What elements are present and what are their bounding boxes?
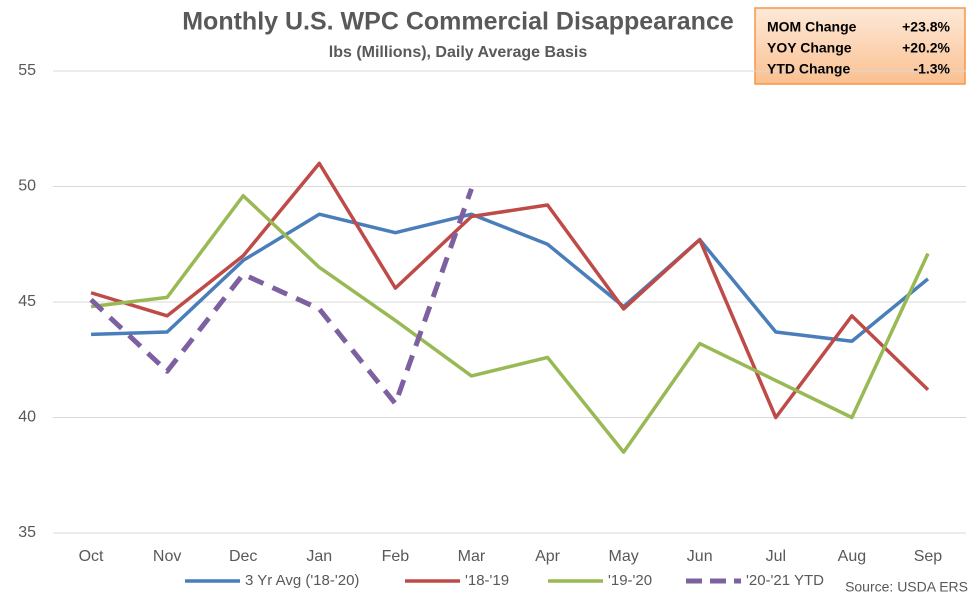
x-tick-label: Dec	[229, 548, 257, 565]
x-tick-label: Mar	[458, 548, 486, 565]
annotation-label: YTD Change	[767, 61, 850, 77]
legend-label: '18-'19	[465, 572, 509, 589]
series-line	[89, 187, 474, 407]
x-tick-label: Nov	[153, 548, 181, 565]
y-tick-label: 35	[18, 524, 36, 541]
series-line	[90, 212, 930, 344]
series-line	[90, 193, 930, 454]
annotation-value: +23.8%	[902, 19, 950, 35]
x-tick-label: Aug	[838, 548, 866, 565]
y-tick-label: 45	[18, 293, 36, 310]
chart-subtitle: lbs (Millions), Daily Average Basis	[329, 44, 588, 61]
y-tick-label: 50	[18, 178, 36, 195]
legend-label: '20-'21 YTD	[746, 572, 824, 589]
annotation-label: MOM Change	[767, 19, 857, 35]
legend-label: '19-'20	[608, 572, 652, 589]
x-tick-label: Oct	[79, 548, 104, 565]
annotation-value: +20.2%	[902, 40, 950, 56]
x-tick-label: Feb	[382, 548, 410, 565]
annotation-label: YOY Change	[767, 40, 852, 56]
x-tick-label: May	[609, 548, 639, 565]
x-tick-label: Jul	[766, 548, 786, 565]
source: Source: USDA ERS	[845, 579, 968, 595]
x-tick-label: Jan	[306, 548, 332, 565]
x-tick-label: Apr	[535, 548, 561, 565]
x-tick-label: Jun	[687, 548, 713, 565]
y-tick-label: 40	[18, 409, 36, 426]
series-line	[90, 161, 930, 420]
annotation-value: -1.3%	[913, 61, 950, 77]
x-tick-label: Sep	[914, 548, 943, 565]
legend-label: 3 Yr Avg ('18-'20)	[245, 572, 359, 589]
y-tick-label: 55	[18, 62, 36, 79]
chart-title: Monthly U.S. WPC Commercial Disappearanc…	[182, 8, 734, 36]
